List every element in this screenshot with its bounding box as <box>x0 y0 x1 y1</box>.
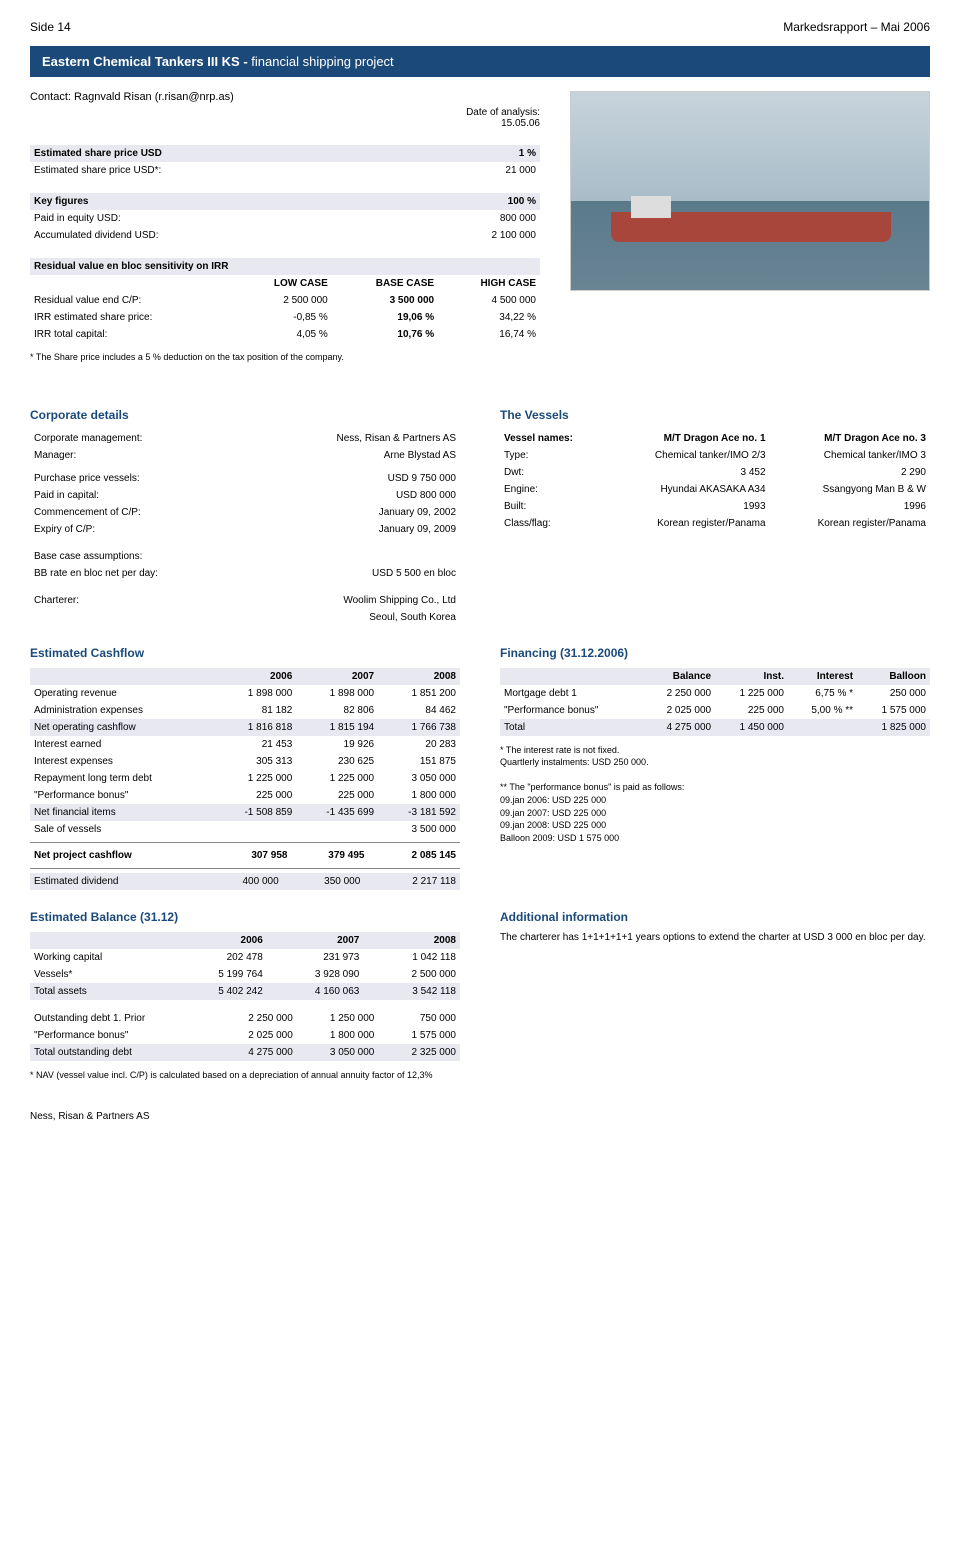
cashflow-title: Estimated Cashflow <box>30 646 460 660</box>
table-row: Mortgage debt 12 250 0001 225 0006,75 % … <box>500 685 930 702</box>
financing-table: Balance Inst. Interest Balloon Mortgage … <box>500 668 930 736</box>
table-row: Interest expenses305 313230 625151 875 <box>30 753 460 770</box>
table-row: Repayment long term debt1 225 0001 225 0… <box>30 770 460 787</box>
title-bold: Eastern Chemical Tankers III KS - <box>42 54 248 69</box>
ship-deck-shape <box>631 196 671 218</box>
table-row: Residual value end C/P: 2 500 000 3 500 … <box>30 292 540 309</box>
table-row: Expiry of C/P:January 09, 2009 <box>30 521 460 538</box>
base-case-label: Base case assumptions: <box>30 548 460 565</box>
cashflow-div-table: Estimated dividend400 000350 0002 217 11… <box>30 873 460 890</box>
residual-col-3: HIGH CASE <box>438 275 540 292</box>
date-value: 15.05.06 <box>30 118 540 129</box>
table-row: Engine:Hyundai AKASAKA A34Ssangyong Man … <box>500 481 930 498</box>
residual-col-2: BASE CASE <box>332 275 438 292</box>
table-row: 2006 2007 2008 <box>30 932 460 949</box>
table-row: Built:19931996 <box>500 498 930 515</box>
financing-title: Financing (31.12.2006) <box>500 646 930 660</box>
table-row: Estimated dividend400 000350 0002 217 11… <box>30 873 460 890</box>
contact-line: Contact: Ragnvald Risan (r.risan@nrp.as) <box>30 91 540 103</box>
page-number: Side 14 <box>30 20 71 34</box>
table-row: Net operating cashflow1 816 8181 815 194… <box>30 719 460 736</box>
table-row: Working capital202 478231 9731 042 118 <box>30 949 460 966</box>
table-row: Total4 275 0001 450 0001 825 000 <box>500 719 930 736</box>
charterer-row: Charterer: Woolim Shipping Co., Ltd <box>30 592 460 609</box>
title-bar: Eastern Chemical Tankers III KS - financ… <box>30 46 930 77</box>
vessel-name-label: Vessel names: <box>500 430 606 447</box>
share-price-k2: Estimated share price USD*: <box>34 165 505 176</box>
corp-details-title: Corporate details <box>30 408 460 422</box>
table-row: Vessels*5 199 7643 928 0902 500 000 <box>30 966 460 983</box>
kf-k2: Accumulated dividend USD: <box>34 230 492 241</box>
table-row: LOW CASE BASE CASE HIGH CASE <box>30 275 540 292</box>
share-price-v1: 1 % <box>519 148 536 159</box>
table-row: Operating revenue1 898 0001 898 0001 851… <box>30 685 460 702</box>
addl-text: The charterer has 1+1+1+1+1 years option… <box>500 932 930 943</box>
share-price-row-2: Estimated share price USD*: 21 000 <box>30 162 540 179</box>
kf-k1: Paid in equity USD: <box>34 213 500 224</box>
report-title: Markedsrapport – Mai 2006 <box>783 20 930 34</box>
date-label: Date of analysis: <box>30 107 540 118</box>
balance-table-2: Outstanding debt 1. Prior2 250 0001 250 … <box>30 1010 460 1061</box>
table-row: Sale of vessels3 500 000 <box>30 821 460 838</box>
table-row: Corporate management:Ness, Risan & Partn… <box>30 430 460 447</box>
base-case-row: BB rate en bloc net per day: USD 5 500 e… <box>30 565 460 582</box>
table-row: Balance Inst. Interest Balloon <box>500 668 930 685</box>
table-row: Dwt:3 4522 290 <box>500 464 930 481</box>
residual-note: * The Share price includes a 5 % deducti… <box>30 351 540 364</box>
table-row: Administration expenses81 18282 80684 46… <box>30 702 460 719</box>
corp-table: Corporate management:Ness, Risan & Partn… <box>30 430 460 538</box>
residual-col-0 <box>30 275 233 292</box>
table-row: Net project cashflow307 958379 4952 085 … <box>30 847 460 864</box>
table-row: Purchase price vessels:USD 9 750 000 <box>30 470 460 487</box>
table-row: "Performance bonus"2 025 0001 800 0001 5… <box>30 1027 460 1044</box>
table-row: Net financial items-1 508 859-1 435 699-… <box>30 804 460 821</box>
residual-title: Residual value en bloc sensitivity on IR… <box>30 258 540 275</box>
residual-table: LOW CASE BASE CASE HIGH CASE Residual va… <box>30 275 540 343</box>
kf-row-2: Accumulated dividend USD: 2 100 000 <box>30 227 540 244</box>
vessels-title: The Vessels <box>500 408 930 422</box>
charterer-row-2: Seoul, South Korea <box>30 609 460 626</box>
table-row: "Performance bonus"2 025 000225 0005,00 … <box>500 702 930 719</box>
table-row: Total outstanding debt4 275 0003 050 000… <box>30 1044 460 1061</box>
page-header: Side 14 Markedsrapport – Mai 2006 <box>30 20 930 34</box>
share-price-row-1: Estimated share price USD 1 % <box>30 145 540 162</box>
table-row: Manager:Arne Blystad AS <box>30 447 460 464</box>
divider <box>30 868 460 869</box>
footer: Ness, Risan & Partners AS <box>30 1111 930 1122</box>
table-row: Paid in capital:USD 800 000 <box>30 487 460 504</box>
table-row: Interest earned21 45319 92620 283 <box>30 736 460 753</box>
share-price-k1: Estimated share price USD <box>34 148 519 159</box>
table-row: "Performance bonus"225 000225 0001 800 0… <box>30 787 460 804</box>
residual-col-1: LOW CASE <box>233 275 332 292</box>
table-row: Commencement of C/P:January 09, 2002 <box>30 504 460 521</box>
kf-head-k: Key figures <box>34 196 508 207</box>
balance-table: 2006 2007 2008 Working capital202 478231… <box>30 932 460 1000</box>
financing-notes: * The interest rate is not fixed. Quartl… <box>500 744 930 845</box>
kf-row-1: Paid in equity USD: 800 000 <box>30 210 540 227</box>
date-block: Date of analysis: 15.05.06 <box>30 107 540 129</box>
title-rest: financial shipping project <box>251 54 393 69</box>
table-row: IRR estimated share price: -0,85 % 19,06… <box>30 309 540 326</box>
vessel-photo <box>570 91 930 291</box>
kf-v1: 800 000 <box>500 213 536 224</box>
table-row: Type:Chemical tanker/IMO 2/3Chemical tan… <box>500 447 930 464</box>
key-figures-head: Key figures 100 % <box>30 193 540 210</box>
share-price-v2: 21 000 <box>505 165 536 176</box>
vessels-table: Vessel names: M/T Dragon Ace no. 1 M/T D… <box>500 430 930 532</box>
addl-title: Additional information <box>500 910 930 924</box>
kf-v2: 2 100 000 <box>492 230 537 241</box>
divider <box>30 842 460 843</box>
table-row: Class/flag:Korean register/PanamaKorean … <box>500 515 930 532</box>
table-row: Total assets5 402 2424 160 0633 542 118 <box>30 983 460 1000</box>
table-row: 2006 2007 2008 <box>30 668 460 685</box>
table-row: Outstanding debt 1. Prior2 250 0001 250 … <box>30 1010 460 1027</box>
balance-note: * NAV (vessel value incl. C/P) is calcul… <box>30 1069 460 1082</box>
cashflow-table: 2006 2007 2008 Operating revenue1 898 00… <box>30 668 460 838</box>
balance-title: Estimated Balance (31.12) <box>30 910 460 924</box>
table-row: Vessel names: M/T Dragon Ace no. 1 M/T D… <box>500 430 930 447</box>
kf-head-v: 100 % <box>508 196 536 207</box>
table-row: IRR total capital: 4,05 % 10,76 % 16,74 … <box>30 326 540 343</box>
cashflow-net-table: Net project cashflow307 958379 4952 085 … <box>30 847 460 864</box>
